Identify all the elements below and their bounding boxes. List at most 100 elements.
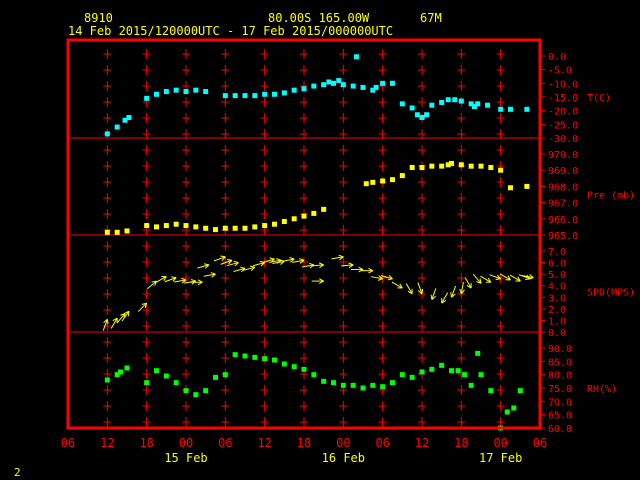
pressure-y-tick-label: 968.0 — [548, 182, 578, 193]
wind-arrow — [311, 278, 324, 284]
wind-arrow-head — [460, 289, 465, 295]
day-label: 17 Feb — [479, 451, 522, 465]
humidity-point — [390, 380, 395, 386]
wind-arrow-shaft — [102, 319, 108, 331]
pressure-y-tick-label: 970.0 — [548, 150, 578, 161]
wind-arrow-shaft — [451, 285, 457, 298]
wind-arrow-head — [459, 288, 462, 294]
pressure-point — [370, 179, 376, 185]
pressure-point — [252, 224, 258, 230]
humidity-point — [478, 372, 484, 378]
x-tick-label: 06 — [533, 436, 547, 450]
x-tick-label: 12 — [100, 436, 114, 450]
wind-arrow — [197, 263, 210, 269]
wind-arrow-head — [441, 300, 447, 304]
wind-arrow-head — [358, 266, 364, 270]
humidity-point — [350, 382, 356, 388]
humidity-point — [340, 382, 346, 388]
humidity-point — [272, 357, 277, 363]
humidity-point — [475, 350, 481, 356]
station-location: 80.00S 165.00W — [268, 11, 370, 25]
pressure-point — [262, 223, 268, 229]
wind-speed-y-tick-label: 1.0 — [548, 316, 566, 327]
wind-speed-y-tick-label: 4.0 — [548, 282, 566, 293]
pressure-point — [508, 185, 513, 191]
temperature-point — [353, 54, 359, 60]
temperature-point — [336, 78, 342, 84]
temperature-point — [452, 97, 458, 103]
wind-arrow-shaft — [518, 274, 531, 280]
pressure-point — [488, 165, 494, 170]
wind-arrow-head — [476, 281, 482, 284]
temperature-point — [154, 91, 159, 97]
wind-arrow — [155, 275, 167, 283]
wind-arrow-shaft — [269, 259, 282, 263]
wind-arrow-head — [338, 254, 344, 258]
humidity-point — [419, 369, 425, 375]
wind-arrow-head — [496, 274, 502, 280]
humidity-point — [183, 388, 189, 394]
humidity-point — [517, 388, 523, 394]
humidity-y-tick-label: 60.0 — [548, 424, 572, 435]
wind-arrow-shaft — [197, 264, 210, 269]
wind-arrow-head — [234, 262, 239, 267]
humidity-point — [193, 392, 199, 398]
x-tick-label: 00 — [336, 436, 350, 450]
pressure-point — [104, 229, 110, 235]
temperature-point — [340, 82, 346, 88]
humidity-point — [242, 353, 248, 359]
temperature-point — [471, 104, 477, 110]
wind-arrow-head — [124, 310, 130, 314]
temperature-point — [203, 89, 209, 95]
wind-arrow-head — [127, 311, 130, 317]
temperature-point — [429, 102, 435, 108]
wind-arrow-shaft — [220, 259, 233, 265]
pressure-point — [311, 210, 317, 216]
pressure-y-tick-label: 969.0 — [548, 166, 578, 177]
wind-arrow — [282, 257, 295, 263]
wind-arrow-head — [308, 262, 314, 266]
wind-arrow-shaft — [341, 264, 354, 267]
wind-arrow-shaft — [292, 259, 305, 263]
wind-arrow — [441, 292, 449, 304]
wind-arrow-shaft — [183, 280, 196, 284]
pressure-y-tick-label: 965.0 — [548, 231, 578, 242]
temperature-point — [173, 87, 179, 93]
humidity-point — [213, 374, 218, 380]
wind-arrow-head — [507, 275, 511, 281]
wind-arrow — [164, 276, 177, 283]
wind-arrow-head — [226, 259, 232, 261]
humidity-point — [468, 382, 474, 388]
wind-arrow — [102, 318, 109, 331]
wind-arrow-shaft — [391, 281, 403, 289]
temperature-point — [370, 87, 376, 93]
wind-arrow-shaft — [137, 302, 148, 312]
temperature-point — [326, 79, 332, 85]
wind-arrow — [480, 275, 492, 283]
wind-arrow-shaft — [499, 273, 511, 281]
wind-arrow-shaft — [464, 277, 472, 289]
wind-arrow-head — [190, 279, 196, 282]
temperature-point — [445, 97, 451, 103]
humidity-point — [380, 384, 386, 390]
wind-arrow — [331, 254, 344, 261]
humidity-point — [409, 374, 415, 380]
x-tick-label: 18 — [139, 436, 153, 450]
pressure-point — [321, 206, 327, 212]
wind-arrow — [499, 273, 511, 281]
wind-arrow — [311, 262, 324, 269]
temperature-point — [399, 101, 405, 107]
wind-arrow-head — [368, 270, 374, 274]
wind-arrow-shaft — [441, 292, 449, 304]
humidity-point — [301, 366, 307, 372]
x-tick-label: 12 — [415, 436, 429, 450]
wind-arrow-head — [339, 256, 344, 261]
humidity-point — [232, 352, 238, 358]
wind-arrow-head — [319, 264, 324, 269]
temperature-point — [424, 112, 430, 118]
wind-arrow-shaft — [301, 264, 314, 268]
wind-arrow-head — [421, 288, 424, 294]
wind-speed-axis-label: SPD(MPS) — [587, 288, 635, 299]
pressure-point — [429, 163, 435, 169]
wind-arrow-shaft — [460, 281, 464, 294]
